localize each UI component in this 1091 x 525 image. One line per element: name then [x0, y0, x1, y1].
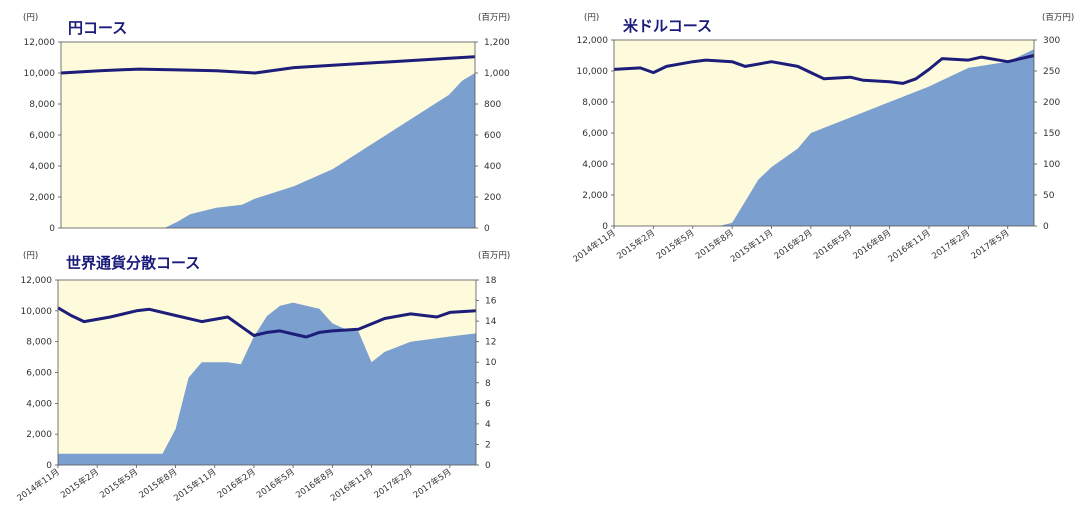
series-area-1 [614, 49, 1034, 226]
x-tick-label: 2014年11月 [571, 227, 618, 264]
x-tick-label: 2015年2月 [615, 227, 657, 261]
right-axis-unit: (百万円) [1042, 13, 1074, 23]
chart-title: 世界通貨分散コース [66, 254, 200, 272]
left-tick-label: 4,000 [26, 399, 52, 409]
left-axis-unit: (円) [584, 13, 599, 23]
left-axis-unit: (円) [23, 251, 38, 261]
x-tick-label: 2015年2月 [59, 466, 101, 500]
left-tick-label: 10,000 [577, 67, 609, 77]
right-tick-label: 14 [485, 317, 497, 327]
chart-panel-1: 0 2,000 4,000 6,000 8,000 10,000 12,000 0 200 400… [23, 13, 510, 234]
right-tick-label: 50 [1043, 191, 1055, 201]
x-tick-label: 2015年5月 [98, 466, 140, 500]
left-tick-label: 6,000 [26, 369, 52, 379]
left-tick-label: 6,000 [29, 131, 55, 141]
x-tick-label: 2015年5月 [654, 227, 696, 261]
right-tick-label: 1,000 [484, 69, 510, 79]
right-tick-label: 18 [485, 276, 497, 286]
x-tick-label: 2016年5月 [812, 227, 854, 261]
series-line-2 [60, 55, 476, 75]
right-tick-label: 250 [1043, 67, 1060, 77]
series-area-1 [58, 302, 476, 465]
right-tick-label: 4 [485, 420, 491, 430]
right-tick-label: 300 [1043, 36, 1060, 46]
left-tick-label: 4,000 [29, 162, 55, 172]
left-tick-label: 12,000 [577, 36, 609, 46]
left-tick-label: 2,000 [582, 191, 608, 201]
right-tick-label: 0 [1043, 222, 1049, 232]
x-tick-label: 2014年11月 [15, 466, 62, 503]
left-tick-label: 0 [49, 224, 55, 234]
right-tick-label: 16 [485, 297, 497, 307]
right-tick-label: 2 [485, 440, 491, 450]
left-tick-label: 12,000 [21, 276, 53, 286]
right-tick-label: 800 [484, 100, 501, 110]
left-tick-label: 8,000 [582, 98, 608, 108]
x-tick-label: 2015年11月 [728, 227, 775, 264]
right-tick-label: 200 [1043, 98, 1060, 108]
right-tick-label: 600 [484, 131, 501, 141]
left-tick-label: 0 [602, 222, 608, 232]
right-tick-label: 100 [1043, 160, 1060, 170]
chart-title: 円コース [68, 19, 127, 37]
left-tick-label: 12,000 [24, 38, 56, 48]
right-axis-unit: (百万円) [478, 251, 510, 261]
left-tick-label: 2,000 [29, 193, 55, 203]
right-tick-label: 6 [485, 399, 491, 409]
right-tick-label: 0 [484, 224, 490, 234]
right-tick-label: 0 [485, 461, 491, 471]
right-tick-label: 12 [485, 338, 496, 348]
left-tick-label: 8,000 [29, 100, 55, 110]
x-tick-label: 2017年5月 [411, 466, 453, 500]
left-tick-label: 4,000 [582, 160, 608, 170]
x-tick-label: 2016年5月 [254, 466, 296, 500]
x-tick-label: 2015年11月 [172, 466, 219, 503]
x-tick-label: 2017年2月 [930, 227, 972, 261]
chart-panel-3: 0 2,000 4,000 6,000 8,000 10,000 12,000 0 2 4 6 8 10… [15, 251, 510, 504]
chart-panel-2: 0 2,000 4,000 6,000 8,000 10,000 12,000 0 50 100 1… [571, 13, 1074, 265]
left-tick-label: 2,000 [26, 430, 52, 440]
x-tick-label: 2016年2月 [772, 227, 814, 261]
left-tick-label: 0 [46, 461, 52, 471]
x-tick-label: 2017年2月 [372, 466, 414, 500]
right-tick-label: 10 [485, 358, 497, 368]
right-tick-label: 8 [485, 379, 491, 389]
right-tick-label: 200 [484, 193, 501, 203]
left-tick-label: 6,000 [582, 129, 608, 139]
series-line-2 [613, 54, 1035, 85]
x-tick-label: 2017年5月 [969, 227, 1011, 261]
left-axis-unit: (円) [23, 13, 38, 23]
chart-title: 米ドルコース [623, 17, 712, 35]
right-tick-label: 1,200 [484, 38, 510, 48]
right-tick-label: 150 [1043, 129, 1060, 139]
right-tick-label: 400 [484, 162, 501, 172]
series-area-1 [61, 73, 475, 228]
series-line-2 [57, 306, 477, 339]
left-tick-label: 8,000 [26, 338, 52, 348]
left-tick-label: 10,000 [24, 69, 56, 79]
x-tick-label: 2016年2月 [215, 466, 257, 500]
right-axis-unit: (百万円) [478, 13, 510, 23]
x-tick-label: 2016年11月 [886, 227, 933, 264]
x-tick-label: 2016年11月 [328, 466, 375, 503]
left-tick-label: 10,000 [21, 307, 53, 317]
